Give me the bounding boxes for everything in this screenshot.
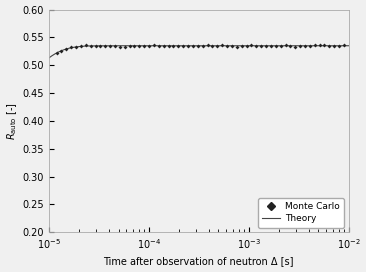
X-axis label: Time after observation of neutron Δ [s]: Time after observation of neutron Δ [s] [103,256,294,267]
Point [317,43,322,47]
Point [341,43,347,48]
Point [322,43,328,48]
Point [219,43,225,48]
Point [283,43,288,47]
Point [249,43,254,48]
Point [200,44,206,48]
Point [117,44,123,49]
Point [326,44,332,48]
Point [141,44,147,48]
Point [234,44,240,49]
Point [180,44,186,48]
Point [273,44,279,48]
Point [83,43,89,48]
Point [205,43,210,47]
Point [229,44,235,48]
Point [287,44,293,48]
Point [239,44,244,48]
Point [244,44,250,48]
Point [292,44,298,49]
Point [312,43,318,48]
Point [307,44,313,48]
Point [331,44,337,48]
Point [137,44,142,48]
Point [258,44,264,48]
Point [88,43,94,48]
Point [268,44,274,49]
Point [102,44,108,48]
Point [122,44,128,49]
Point [97,43,103,48]
Point [131,44,137,48]
Point [195,44,201,48]
Point [224,44,230,48]
Point [166,44,172,48]
Point [112,44,118,48]
Point [185,44,191,48]
Point [161,44,167,48]
Point [175,44,181,48]
Point [302,44,308,48]
Point [190,44,196,48]
Legend: Monte Carlo, Theory: Monte Carlo, Theory [258,198,344,228]
Point [146,44,152,48]
Point [78,44,84,49]
Point [107,44,113,48]
Y-axis label: $R_{\mathrm{auto}}$ [-]: $R_{\mathrm{auto}}$ [-] [5,102,19,140]
Point [93,44,98,48]
Point [171,44,176,48]
Point [278,44,284,48]
Point [263,44,269,48]
Point [209,44,215,48]
Point [54,51,60,55]
Point [214,44,220,48]
Point [127,44,132,48]
Point [253,44,259,48]
Point [156,44,162,48]
Point [336,44,342,48]
Point [68,45,74,49]
Point [63,47,69,51]
Point [297,44,303,48]
Point [73,45,79,49]
Point [151,43,157,47]
Point [59,49,64,53]
